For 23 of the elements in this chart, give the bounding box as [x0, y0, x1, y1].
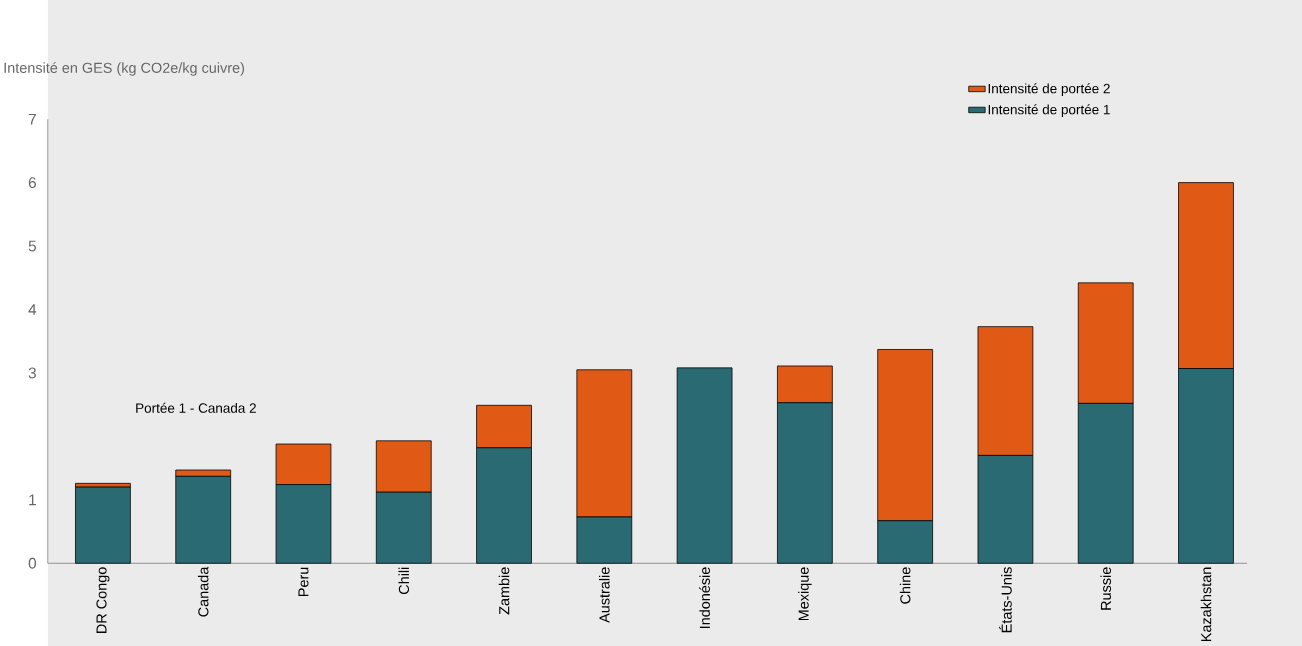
legend-label: Intensité de portée 1	[988, 104, 1110, 117]
x-tick-label: Kazakhstan	[1200, 567, 1212, 641]
x-tick-label: Chine	[899, 567, 911, 604]
x-tick-label: DR Congo	[96, 567, 110, 633]
y-tick-label: 0	[28, 557, 37, 569]
y-tick-label: 1	[29, 494, 36, 505]
x-tick-label: Russie	[1100, 567, 1112, 610]
x-tick-label: Mexique	[798, 567, 812, 620]
y-tick-label: 4	[28, 304, 37, 315]
y-tick-label: 7	[28, 113, 36, 125]
y-axis-title: Intensité en GES (kg CO2e/kg cuivre)	[4, 61, 245, 76]
y-tick-label: 3	[28, 367, 36, 379]
x-tick-label: Peru	[298, 567, 309, 596]
y-tick-label: 5	[28, 240, 37, 252]
x-tick-label: Chili	[398, 567, 410, 594]
x-tick-label: Indonésie	[699, 567, 710, 628]
x-tick-label: Canada	[197, 566, 209, 617]
x-tick-label: Zambie	[498, 567, 510, 615]
x-tick-label: États-Unis	[999, 567, 1012, 632]
annotation: Portée 1 - Canada 2	[136, 402, 256, 413]
y-tick-label: 6	[28, 176, 36, 188]
x-tick-label: Australie	[599, 567, 610, 623]
legend-label: Intensité de portée 2	[988, 83, 1110, 96]
